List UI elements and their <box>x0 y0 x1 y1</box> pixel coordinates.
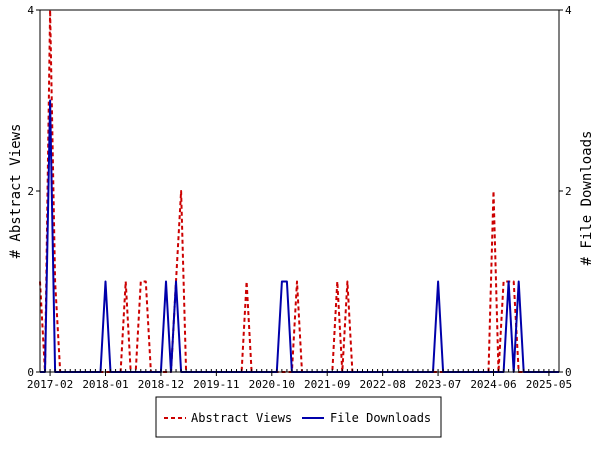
y-left-tick-label: 2 <box>27 185 34 198</box>
y-axis-left: 0 2 4 <box>27 4 40 379</box>
x-tick-label: 2018-01 <box>82 378 128 391</box>
x-tick-label: 2020-10 <box>249 378 295 391</box>
legend-label-abstract-views: Abstract Views <box>191 411 292 425</box>
legend-box <box>155 396 442 438</box>
y-axis-left-title: # Abstract Views <box>8 124 24 259</box>
x-tick-label: 2024-06 <box>470 378 516 391</box>
y-left-tick-label: 4 <box>27 4 34 17</box>
series-line-abstract-views <box>39 9 559 373</box>
legend-label-file-downloads: File Downloads <box>330 411 431 425</box>
legend: Abstract Views File Downloads <box>155 396 442 438</box>
y-right-tick-label: 0 <box>565 366 572 379</box>
x-axis: 2017-02 2018-01 2018-12 2019-11 2020-10 2021-… <box>27 372 572 391</box>
x-tick-label: 2018-12 <box>138 378 184 391</box>
y-right-tick-label: 2 <box>565 185 572 198</box>
y-axis-right: 0 2 4 <box>559 4 572 379</box>
x-tick-label: 2021-09 <box>304 378 350 391</box>
x-tick-label: 2017-02 <box>27 378 73 391</box>
minor-ticks <box>39 369 560 372</box>
y-left-tick-label: 0 <box>27 366 34 379</box>
y-right-tick-label: 4 <box>565 4 572 17</box>
x-tick-label: 2019-11 <box>193 378 239 391</box>
y-axis-right-title: # File Downloads <box>579 131 595 266</box>
x-tick-label: 2022-08 <box>359 378 405 391</box>
x-tick-label: 2023-07 <box>415 378 461 391</box>
x-tick-label: 2025-05 <box>526 378 572 391</box>
